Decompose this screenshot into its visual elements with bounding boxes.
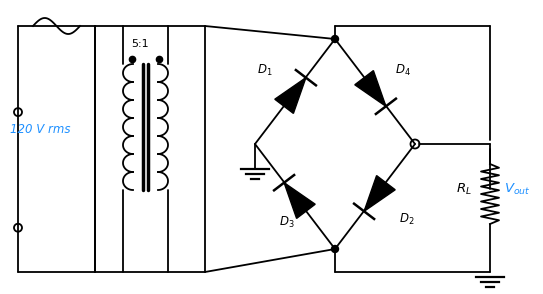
Text: $D_1$: $D_1$	[257, 62, 273, 78]
Circle shape	[411, 139, 420, 148]
Polygon shape	[284, 183, 315, 218]
Text: $D_2$: $D_2$	[399, 211, 415, 227]
Polygon shape	[355, 71, 386, 106]
Polygon shape	[275, 78, 306, 113]
Circle shape	[14, 108, 22, 116]
Text: $R_L$: $R_L$	[456, 181, 472, 197]
Polygon shape	[364, 176, 395, 211]
Circle shape	[14, 224, 22, 232]
Circle shape	[331, 36, 338, 43]
Text: $D_3$: $D_3$	[279, 214, 295, 230]
Text: $D_4$: $D_4$	[395, 62, 411, 78]
Circle shape	[331, 245, 338, 253]
Text: 120 V rms: 120 V rms	[10, 123, 71, 136]
Text: $V_{out}$: $V_{out}$	[504, 181, 531, 197]
Text: 5:1: 5:1	[131, 39, 149, 49]
